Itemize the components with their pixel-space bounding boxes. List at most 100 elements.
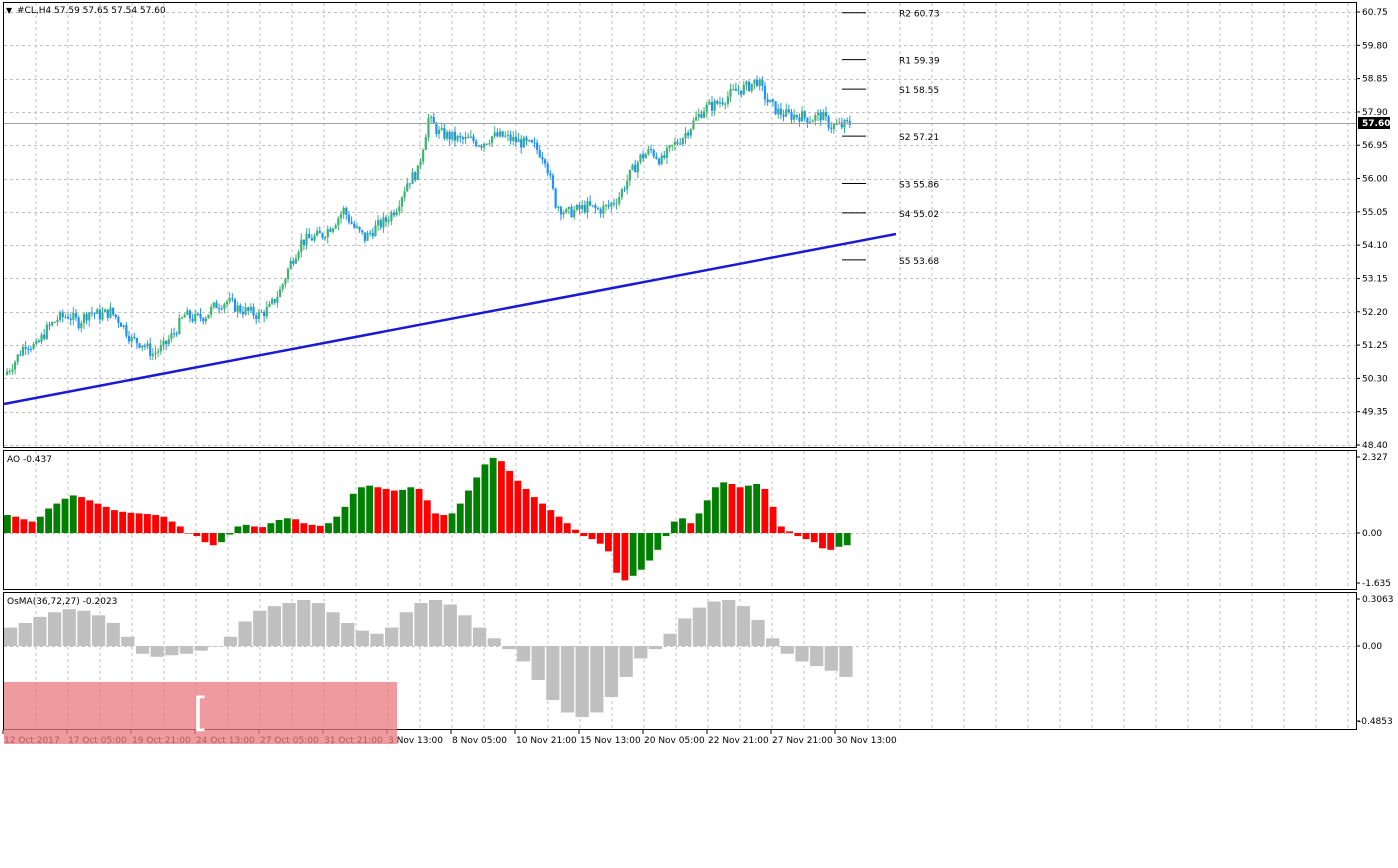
- osma-panel[interactable]: [3, 592, 1357, 730]
- candle: [782, 114, 785, 117]
- candle: [512, 136, 515, 141]
- ao-bar: [111, 510, 118, 533]
- candle: [159, 345, 162, 352]
- candle: [355, 226, 358, 228]
- candle: [520, 139, 523, 148]
- candle: [451, 131, 454, 140]
- candle: [498, 131, 502, 137]
- candle: [284, 279, 287, 285]
- candle: [85, 314, 88, 321]
- candle: [257, 312, 260, 320]
- candle: [233, 299, 237, 312]
- price-axis[interactable]: 60.75 59.80 58.85 57.90 56.95 56.00 55.05 54.10…: [1356, 8, 1388, 451]
- candle: [644, 154, 647, 159]
- ao-bar: [712, 487, 719, 533]
- candle: [612, 203, 616, 205]
- candle: [753, 79, 756, 84]
- candle: [32, 343, 35, 349]
- candle: [607, 205, 610, 207]
- ao-bar: [530, 497, 538, 533]
- candle: [546, 163, 549, 174]
- candle: [244, 307, 247, 315]
- candle: [339, 214, 343, 219]
- candle: [596, 208, 600, 210]
- candle: [424, 137, 427, 150]
- price-candles: [6, 75, 851, 376]
- candle: [543, 159, 547, 164]
- candle: [289, 260, 292, 269]
- candle: [591, 205, 594, 207]
- osma-bar: [839, 646, 853, 677]
- candle: [21, 346, 25, 356]
- ao-bar: [580, 533, 588, 537]
- candle: [292, 260, 295, 264]
- candle: [411, 172, 414, 184]
- price-axis-label: 51.25: [1362, 341, 1388, 351]
- ao-bar: [333, 516, 341, 533]
- ao-bar: [489, 457, 497, 533]
- osma-axis-label: -0.4853: [1358, 717, 1393, 727]
- candle: [559, 206, 563, 215]
- candle: [779, 108, 782, 115]
- chart-menu-icon[interactable]: ▼: [6, 6, 13, 15]
- osma-bar: [121, 636, 135, 646]
- candle: [785, 109, 788, 117]
- ao-bar: [399, 489, 407, 533]
- ao-bar: [802, 533, 810, 540]
- candle: [490, 136, 494, 144]
- price-panel[interactable]: [3, 2, 1357, 448]
- time-axis-label: 30 Nov 13:00: [836, 736, 897, 746]
- osma-bar: [253, 610, 267, 646]
- candle: [761, 79, 764, 86]
- candle: [19, 354, 22, 356]
- pivot-label: S1 58.55: [899, 86, 939, 96]
- osma-bar: [370, 633, 384, 646]
- ao-bar: [53, 503, 61, 533]
- candle: [11, 369, 14, 372]
- osma-axis-label: 0.3063: [1362, 595, 1394, 605]
- candle: [514, 136, 517, 143]
- candle: [687, 132, 690, 136]
- candle: [223, 304, 226, 309]
- ao-bar: [786, 531, 793, 533]
- candle: [64, 316, 67, 318]
- candle: [281, 284, 284, 290]
- candle: [554, 188, 557, 208]
- ao-bar: [36, 516, 44, 533]
- candle: [310, 238, 313, 241]
- price-axis-label: 48.40: [1362, 441, 1388, 451]
- candle: [149, 343, 152, 356]
- osma-histogram: [4, 599, 853, 718]
- ao-bar: [390, 490, 398, 533]
- ao-bar: [819, 533, 826, 549]
- trendline[interactable]: [3, 232, 897, 406]
- time-axis-label: 15 Nov 13:00: [580, 736, 641, 746]
- ao-bar: [176, 526, 184, 533]
- candle: [480, 145, 483, 148]
- ao-bar: [160, 516, 168, 533]
- ao-bar: [497, 461, 505, 533]
- candle: [167, 339, 170, 345]
- ao-axis: 2.327 0.00 -1.635: [1356, 453, 1391, 589]
- ao-bar: [341, 506, 349, 533]
- candle: [24, 346, 27, 349]
- candle: [48, 324, 51, 326]
- ao-bar: [827, 533, 835, 550]
- candle: [59, 312, 62, 320]
- candle: [350, 221, 353, 224]
- candle: [769, 99, 772, 103]
- candle: [528, 140, 531, 142]
- ao-panel[interactable]: [3, 450, 1357, 590]
- ao-bar: [596, 533, 604, 544]
- ao-bar: [226, 533, 234, 535]
- osma-bar: [385, 627, 399, 646]
- ao-bar: [736, 487, 744, 533]
- osma-bar: [209, 646, 223, 647]
- osma-bar: [663, 633, 677, 646]
- ao-bar: [4, 515, 11, 533]
- candle: [308, 233, 311, 239]
- candle: [225, 301, 229, 305]
- candle: [69, 318, 72, 320]
- candle: [437, 129, 441, 134]
- candle: [183, 314, 186, 318]
